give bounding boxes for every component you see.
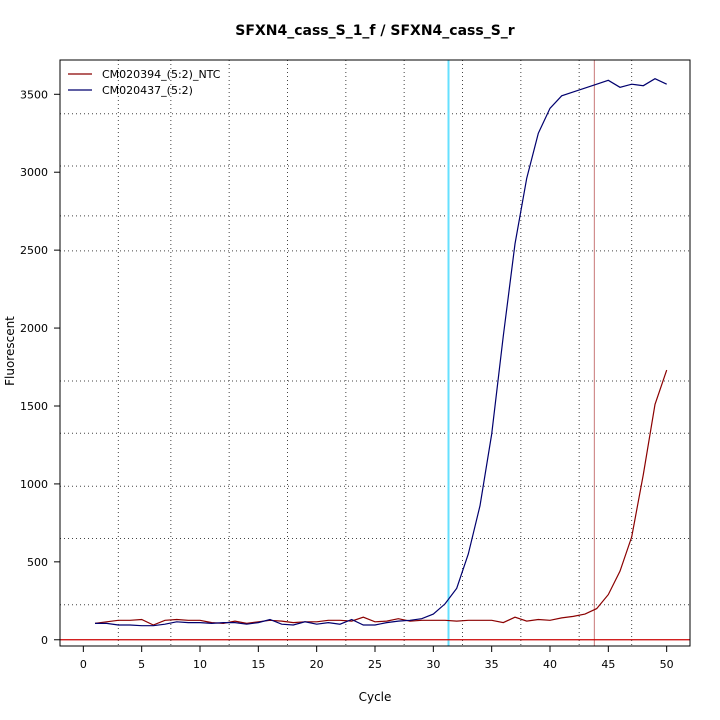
y-tick-label: 2500 xyxy=(20,244,48,257)
x-tick-label: 35 xyxy=(485,658,499,671)
y-tick-label: 3000 xyxy=(20,166,48,179)
x-tick-label: 50 xyxy=(660,658,674,671)
y-tick-label: 500 xyxy=(27,556,48,569)
x-tick-label: 5 xyxy=(138,658,145,671)
x-tick-label: 10 xyxy=(193,658,207,671)
x-tick-label: 45 xyxy=(601,658,615,671)
x-tick-label: 30 xyxy=(426,658,440,671)
y-axis: 0 500 1000 1500 2000 2500 3000 3500 xyxy=(20,88,60,647)
legend-label-2: CM020437_(5:2) xyxy=(102,84,193,97)
y-tick-label: 1000 xyxy=(20,478,48,491)
chart-title: SFXN4_cass_S_1_f / SFXN4_cass_S_r xyxy=(235,23,514,39)
legend: CM020394_(5:2)_NTC CM020437_(5:2) xyxy=(68,68,221,97)
y-axis-label: Fluorescent xyxy=(3,316,17,386)
x-axis: 0 5 10 15 20 25 30 35 40 45 50 xyxy=(80,646,674,671)
y-tick-label: 1500 xyxy=(20,400,48,413)
series-line-1 xyxy=(94,369,668,626)
y-tick-label: 0 xyxy=(41,634,48,647)
series-line-2 xyxy=(95,78,667,627)
series-lines xyxy=(94,78,668,627)
x-tick-label: 15 xyxy=(251,658,265,671)
x-tick-label: 0 xyxy=(80,658,87,671)
legend-label-1: CM020394_(5:2)_NTC xyxy=(102,68,221,81)
vertical-markers xyxy=(447,60,595,646)
x-tick-label: 40 xyxy=(543,658,557,671)
y-tick-label: 2000 xyxy=(20,322,48,335)
grid xyxy=(60,60,690,646)
x-tick-label: 20 xyxy=(310,658,324,671)
plot-frame xyxy=(59,59,691,647)
x-axis-label: Cycle xyxy=(359,690,392,704)
x-tick-label: 25 xyxy=(368,658,382,671)
y-tick-label: 3500 xyxy=(20,88,48,101)
